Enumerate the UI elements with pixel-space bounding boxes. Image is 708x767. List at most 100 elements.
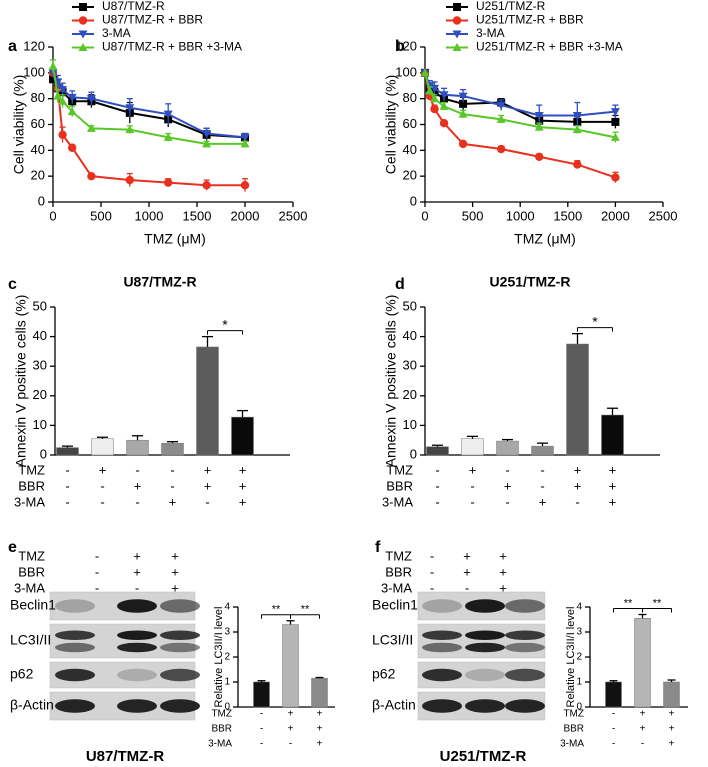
panel-letter: d <box>395 276 405 293</box>
y-tick-label: 30 <box>33 358 47 373</box>
data-point <box>202 139 212 148</box>
blot-caption: U251/TMZ-R <box>440 748 527 765</box>
blot-band <box>505 599 545 613</box>
blot-label: Beclin1 <box>10 597 56 613</box>
y-tick-label: 20 <box>403 387 417 402</box>
y-axis-title: Cell viability (%) <box>383 75 399 175</box>
condition-value: + <box>171 580 179 595</box>
bar <box>161 442 184 456</box>
y-tick-label: 0 <box>224 702 230 713</box>
condition-value: - <box>135 580 139 595</box>
condition-value: + <box>133 548 141 563</box>
y-tick-label: 20 <box>31 168 45 183</box>
condition-name: 3-MA <box>14 494 45 509</box>
series-line <box>424 72 616 139</box>
data-point <box>48 61 58 70</box>
blot-band <box>55 642 95 653</box>
data-point <box>125 104 135 113</box>
condition-value: - <box>65 478 69 493</box>
blot-band <box>465 642 505 653</box>
y-tick-label: 120 <box>23 38 45 53</box>
significance-label: ** <box>301 604 310 616</box>
data-point <box>430 104 439 114</box>
series-line <box>52 72 245 187</box>
data-point <box>86 95 96 104</box>
y-tick-label: 4 <box>224 602 230 613</box>
condition-value: + <box>171 548 179 563</box>
y-axis-title: Relative LC3II/I level <box>565 607 577 708</box>
condition-value: - <box>540 478 544 493</box>
panel-letter: b <box>395 38 405 55</box>
data-point <box>458 139 468 149</box>
y-tick-label: 3 <box>224 627 230 638</box>
condition-value: + <box>317 739 323 750</box>
legend-label: 3-MA <box>476 26 505 40</box>
blot-label: β-Actin <box>10 697 54 713</box>
bar <box>663 681 680 708</box>
data-point <box>572 111 582 120</box>
panel-letter: e <box>8 539 17 556</box>
data-point <box>53 91 63 100</box>
bar <box>605 681 622 708</box>
blot-band <box>117 599 157 613</box>
series-line <box>52 72 246 139</box>
blot-label: LC3I/II <box>372 632 413 648</box>
chart-title: U251/TMZ-R <box>490 274 571 290</box>
data-point <box>58 130 67 140</box>
data-point <box>496 114 506 123</box>
blot-label: p62 <box>10 666 34 682</box>
blot-band <box>422 699 462 713</box>
condition-value: - <box>435 462 439 477</box>
condition-value: - <box>289 739 292 750</box>
data-point <box>79 3 87 11</box>
condition-value: - <box>170 462 174 477</box>
x-axis-title: TMZ (μM) <box>514 231 576 247</box>
condition-value: + <box>288 724 294 735</box>
condition-value: + <box>239 494 247 509</box>
data-point <box>78 30 88 39</box>
y-tick-label: 20 <box>33 387 47 402</box>
blot-band <box>505 630 545 640</box>
y-tick-label: 2 <box>224 652 230 663</box>
blot-band <box>55 599 95 613</box>
y-tick-label: 60 <box>403 116 417 131</box>
y-tick-label: 60 <box>31 116 45 131</box>
data-point <box>78 43 88 51</box>
significance-label: ** <box>653 597 662 609</box>
data-point <box>86 123 96 132</box>
y-tick-label: 0 <box>40 446 47 461</box>
blot-label: p62 <box>372 666 396 682</box>
bar <box>282 624 299 708</box>
data-point <box>496 101 506 110</box>
y-tick-label: 80 <box>31 90 45 105</box>
condition-value: - <box>505 462 509 477</box>
condition-name: 3-MA <box>382 494 413 509</box>
blot-strip <box>417 623 546 659</box>
x-tick-label: 0 <box>421 208 428 223</box>
blot-band <box>465 599 505 613</box>
condition-value: - <box>170 478 174 493</box>
y-tick-label: 120 <box>395 38 417 53</box>
data-point <box>439 91 449 100</box>
condition-value: - <box>612 724 615 735</box>
condition-name: TMZ <box>18 548 45 563</box>
y-tick-label: 100 <box>395 64 417 79</box>
data-point <box>573 160 582 169</box>
condition-name: TMZ <box>385 548 412 563</box>
condition-value: - <box>65 462 69 477</box>
series-line <box>52 78 246 139</box>
condition-value: + <box>609 462 617 477</box>
y-tick-label: 50 <box>403 298 417 313</box>
condition-value: - <box>100 494 104 509</box>
data-point <box>534 122 544 131</box>
data-point <box>610 108 620 117</box>
data-point <box>439 119 449 128</box>
condition-value: - <box>260 724 263 735</box>
x-tick-label: 1000 <box>135 208 164 223</box>
blot-band <box>422 630 462 640</box>
condition-value: - <box>430 580 434 595</box>
condition-value: - <box>435 494 439 509</box>
legend-label: U251/TMZ-R + BBR +3-MA <box>476 40 623 54</box>
blot-caption: U87/TMZ-R <box>86 748 165 765</box>
